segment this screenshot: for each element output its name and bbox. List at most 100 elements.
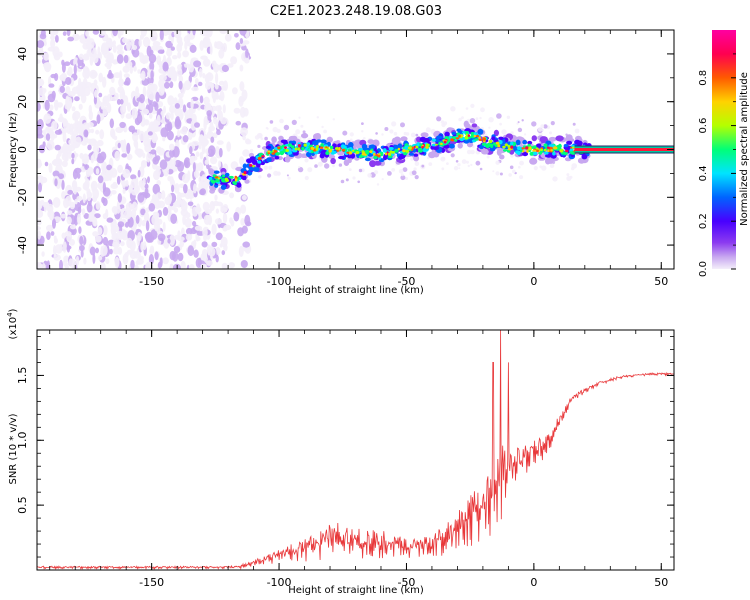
spectrogram-cell xyxy=(410,132,416,138)
snr-x-tick-labels: -150 -100 -50 0 50 xyxy=(139,576,668,589)
spectrogram-cell xyxy=(82,193,86,204)
spectrogram-cell xyxy=(37,59,41,64)
spectrogram-cell xyxy=(164,196,172,206)
spectrogram-cell xyxy=(436,116,442,122)
spectrogram-cell xyxy=(222,212,228,224)
spectrogram-cell xyxy=(126,40,131,51)
spectrogram-cell xyxy=(189,155,195,166)
spectrogram-cell xyxy=(133,65,137,72)
spectrogram-cell xyxy=(142,86,147,98)
spectrogram-cell xyxy=(566,176,572,181)
spectrogram-cell xyxy=(148,203,156,212)
spectrogram-cell xyxy=(185,233,193,241)
spectrogram-cell xyxy=(254,135,260,140)
spectrogram-cell xyxy=(464,136,469,140)
spectrogram-cell xyxy=(489,147,496,152)
spectrogram-cell xyxy=(377,154,381,158)
spectrogram-cell xyxy=(125,113,133,119)
spectrogram-cell xyxy=(465,131,469,135)
spectrogram-cell xyxy=(172,55,178,60)
spectrogram-cell xyxy=(74,96,80,102)
spectrogram-cell xyxy=(197,81,203,87)
spectrogram-cell xyxy=(550,121,555,126)
spectrogram-cell xyxy=(53,99,59,110)
spectrogram-cell xyxy=(116,98,121,105)
spectrogram-cell xyxy=(495,171,500,176)
spectrogram-cell xyxy=(235,120,242,126)
spectrogram-cell xyxy=(103,225,108,236)
spectrogram-cell xyxy=(524,133,527,136)
spectrogram-cell xyxy=(38,182,42,193)
spectrogram-cell xyxy=(204,81,212,90)
spectrogram-y-tick-label: 20 xyxy=(16,95,29,109)
spectrogram-cell xyxy=(470,103,475,108)
spectrogram-cell xyxy=(488,139,493,144)
spectrogram-cell xyxy=(379,152,384,157)
spectrogram-cell xyxy=(144,183,149,189)
spectrogram-cell xyxy=(526,149,529,153)
spectrogram-cell xyxy=(269,120,274,124)
spectrogram-cell xyxy=(215,72,219,84)
spectrogram-cell xyxy=(463,139,470,144)
spectrogram-cell xyxy=(159,30,164,41)
spectrogram-cell xyxy=(65,97,70,105)
spectrogram-cell xyxy=(242,163,247,169)
spectrogram-cell xyxy=(522,150,525,153)
spectrogram-cell xyxy=(369,160,377,168)
spectrogram-cell xyxy=(63,255,70,263)
spectrogram-cell xyxy=(152,156,159,165)
spectrogram-cell xyxy=(174,234,180,240)
snr-y-tick-label: 0.5 xyxy=(16,496,29,514)
spectrogram-cell xyxy=(312,140,319,146)
spectrogram-cell xyxy=(457,163,461,167)
spectrogram-cell xyxy=(382,148,387,153)
spectrogram-cells xyxy=(37,30,674,269)
spectrogram-cell xyxy=(287,143,293,148)
spectrogram-cell xyxy=(131,44,138,51)
spectrogram-cell xyxy=(37,226,41,231)
spectrogram-cell xyxy=(291,119,297,125)
spectrogram-cell xyxy=(209,121,214,130)
spectrogram-cell xyxy=(349,132,354,137)
spectrogram-cell xyxy=(92,53,99,64)
spectrogram-cell xyxy=(368,144,376,150)
spectrogram-cell xyxy=(168,35,172,41)
spectrogram-cell xyxy=(352,176,356,180)
spectrogram-cell xyxy=(482,137,487,141)
spectrogram-cell xyxy=(213,63,220,73)
spectrogram-cell xyxy=(116,44,124,52)
spectrogram-cell xyxy=(143,211,150,223)
spectrogram-cell xyxy=(240,127,249,137)
spectrogram-cell xyxy=(487,142,491,147)
spectrogram-cell xyxy=(116,230,124,241)
spectrogram-cell xyxy=(241,195,247,201)
spectrogram-cell xyxy=(212,132,218,139)
spectrogram-cell xyxy=(204,208,212,214)
spectrogram-cell xyxy=(190,98,194,110)
spectrogram-cell xyxy=(101,196,106,204)
spectrogram-cell xyxy=(215,105,222,112)
spectrogram-cell xyxy=(195,236,201,242)
spectrogram-cell xyxy=(548,146,553,150)
spectrogram-cell xyxy=(475,160,481,166)
spectrogram-cell xyxy=(46,224,54,232)
spectrogram-cell xyxy=(94,235,102,243)
spectrogram-cell xyxy=(220,184,227,190)
spectrogram-cell xyxy=(298,165,301,169)
spectrogram-cell xyxy=(376,183,380,186)
spectrogram-cell xyxy=(300,124,304,128)
spectrogram-cell xyxy=(66,216,72,225)
spectrogram-cell xyxy=(193,60,202,68)
spectrogram-cell xyxy=(159,159,168,170)
colorbar-tick-label: 0.0 xyxy=(698,261,709,277)
spectrogram-cell xyxy=(94,213,101,219)
spectrogram-cell xyxy=(86,190,92,202)
spectrogram-cell xyxy=(115,239,120,249)
spectrogram-cell xyxy=(425,127,431,133)
spectrogram-cell xyxy=(244,179,250,184)
spectrogram-cell xyxy=(150,70,154,80)
spectrogram-cell xyxy=(75,136,82,146)
spectrogram-cell xyxy=(61,179,65,191)
spectrogram-cell xyxy=(119,99,124,105)
spectrogram-cell xyxy=(65,145,71,151)
